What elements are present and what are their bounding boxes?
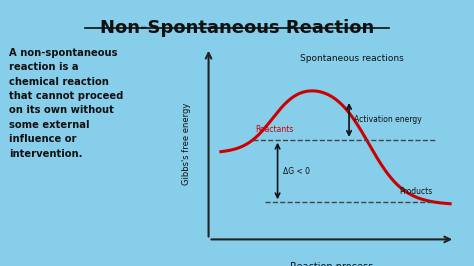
Text: Spontaneous reactions: Spontaneous reactions: [300, 54, 403, 63]
Text: Reaction process: Reaction process: [290, 262, 374, 266]
Text: ΔG < 0: ΔG < 0: [283, 167, 310, 176]
Text: Products: Products: [400, 188, 433, 197]
Text: Reactants: Reactants: [255, 125, 294, 134]
Text: Activation energy: Activation energy: [354, 115, 422, 124]
Text: A non-spontaneous
reaction is a
chemical reaction
that cannot proceed
on its own: A non-spontaneous reaction is a chemical…: [9, 48, 124, 159]
Text: Gibbs's free energy: Gibbs's free energy: [182, 102, 191, 185]
Text: Non-Spontaneous Reaction: Non-Spontaneous Reaction: [100, 19, 374, 37]
